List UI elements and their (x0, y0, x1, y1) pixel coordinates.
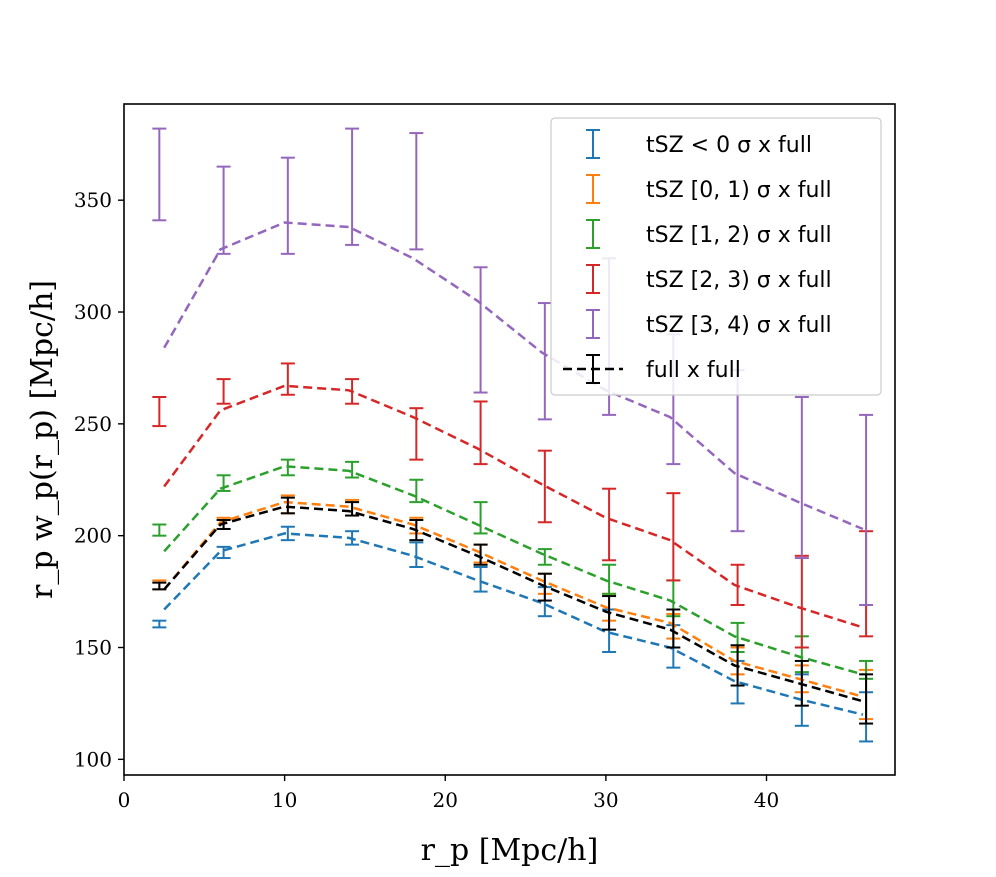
y-tick-label: 200 (74, 524, 112, 548)
y-tick-label: 350 (74, 188, 112, 212)
legend-entry-3: tSZ [2, 3) σ x full (586, 264, 832, 294)
errorbar-2-7 (602, 563, 617, 595)
legend-entry-2: tSZ [1, 2) σ x full (586, 219, 832, 249)
errorbar-4-2 (280, 156, 295, 255)
errorbar-5-11 (859, 673, 874, 725)
legend-box (550, 117, 882, 396)
plot-frame (123, 103, 896, 776)
errorbar-4-0 (152, 127, 167, 222)
legend-label: full x full (646, 358, 741, 383)
x-tick-label: 30 (593, 788, 618, 812)
legend: tSZ < 0 σ x full tSZ [0, 1) σ x full tSZ [… (550, 117, 882, 396)
x-tick-label: 40 (754, 788, 779, 812)
errorbar-2-2 (280, 458, 295, 477)
legend-entry-4: tSZ [3, 4) σ x full (586, 309, 832, 339)
x-axis-label: r_p [Mpc/h] (421, 833, 599, 868)
series-line-0 (163, 532, 864, 716)
errorbar-5-10 (794, 659, 809, 707)
legend-entry-5: full x full (563, 354, 741, 384)
series-line-5 (163, 505, 864, 703)
y-tick-label: 150 (74, 636, 112, 660)
errorbar-3-2 (280, 362, 295, 396)
errorbar-0-5 (473, 565, 488, 593)
errorbar-5-3 (345, 501, 360, 517)
errorbar-4-1 (216, 165, 231, 255)
series-layer (152, 127, 874, 743)
errorbar-2-6 (537, 548, 552, 566)
errorbar-3-1 (216, 378, 231, 405)
errorbar-2-1 (216, 474, 231, 492)
y-tick-label: 300 (74, 300, 112, 324)
y-axis-label: r_p w_p(r_p) [Mpc/h] (25, 280, 60, 599)
errorbar-5-7 (602, 595, 617, 631)
axes-layer: 0 10 20 30 40 100 150 200 250 300 350 r_p [Mpc/h] r_… (25, 188, 779, 868)
y-tick-label: 100 (74, 747, 112, 771)
errorbar-2-3 (345, 460, 360, 479)
errorbar-3-8 (666, 492, 681, 582)
legend-label: tSZ [3, 4) σ x full (646, 313, 832, 338)
errorbar-5-2 (280, 496, 295, 515)
errorbar-2-5 (473, 501, 488, 535)
errorbar-5-4 (409, 519, 424, 542)
x-tick-label: 0 (118, 788, 131, 812)
series-line-1 (163, 500, 864, 698)
x-tick-label: 10 (272, 788, 297, 812)
series-line-3 (163, 384, 864, 629)
errorbar-3-9 (730, 563, 745, 607)
errorbar-3-5 (473, 400, 488, 466)
errorbar-2-4 (409, 478, 424, 504)
errorbar-3-6 (537, 449, 552, 524)
legend-entry-0: tSZ < 0 σ x full (586, 129, 812, 159)
errorbar-5-9 (730, 644, 745, 687)
series-line-4 (163, 221, 864, 531)
errorbar-5-8 (666, 608, 681, 649)
errorbar-0-4 (409, 541, 424, 568)
legend-label: tSZ [1, 2) σ x full (646, 223, 832, 248)
errorbar-5-0 (152, 581, 167, 591)
series-line-2 (163, 465, 864, 676)
errorbar-3-7 (602, 487, 617, 562)
errorbar-5-1 (216, 519, 231, 530)
legend-label: tSZ [2, 3) σ x full (646, 268, 832, 293)
errorbar-3-3 (345, 378, 360, 405)
errorbar-4-4 (409, 132, 424, 251)
errorbar-0-3 (345, 530, 360, 546)
y-tick-label: 250 (74, 412, 112, 436)
errorbar-3-10 (794, 554, 809, 649)
errorbar-4-11 (859, 413, 874, 607)
errorbar-4-3 (345, 127, 360, 246)
errorbar-0-0 (152, 619, 167, 629)
errorbar-5-6 (537, 572, 552, 602)
errorbar-4-10 (794, 396, 809, 560)
errorbar-4-5 (473, 266, 488, 394)
errorbar-0-1 (216, 545, 231, 560)
errorbar-4-6 (537, 302, 552, 421)
legend-label: tSZ < 0 σ x full (646, 133, 812, 158)
x-tick-label: 20 (433, 788, 458, 812)
errorbar-3-4 (409, 407, 424, 461)
legend-label: tSZ [0, 1) σ x full (646, 178, 832, 203)
errorbar-3-0 (152, 396, 167, 428)
errorbar-2-0 (152, 523, 167, 537)
errorbar-5-5 (473, 543, 488, 566)
errorbar-0-2 (280, 525, 295, 542)
legend-entry-1: tSZ [0, 1) σ x full (586, 174, 832, 204)
